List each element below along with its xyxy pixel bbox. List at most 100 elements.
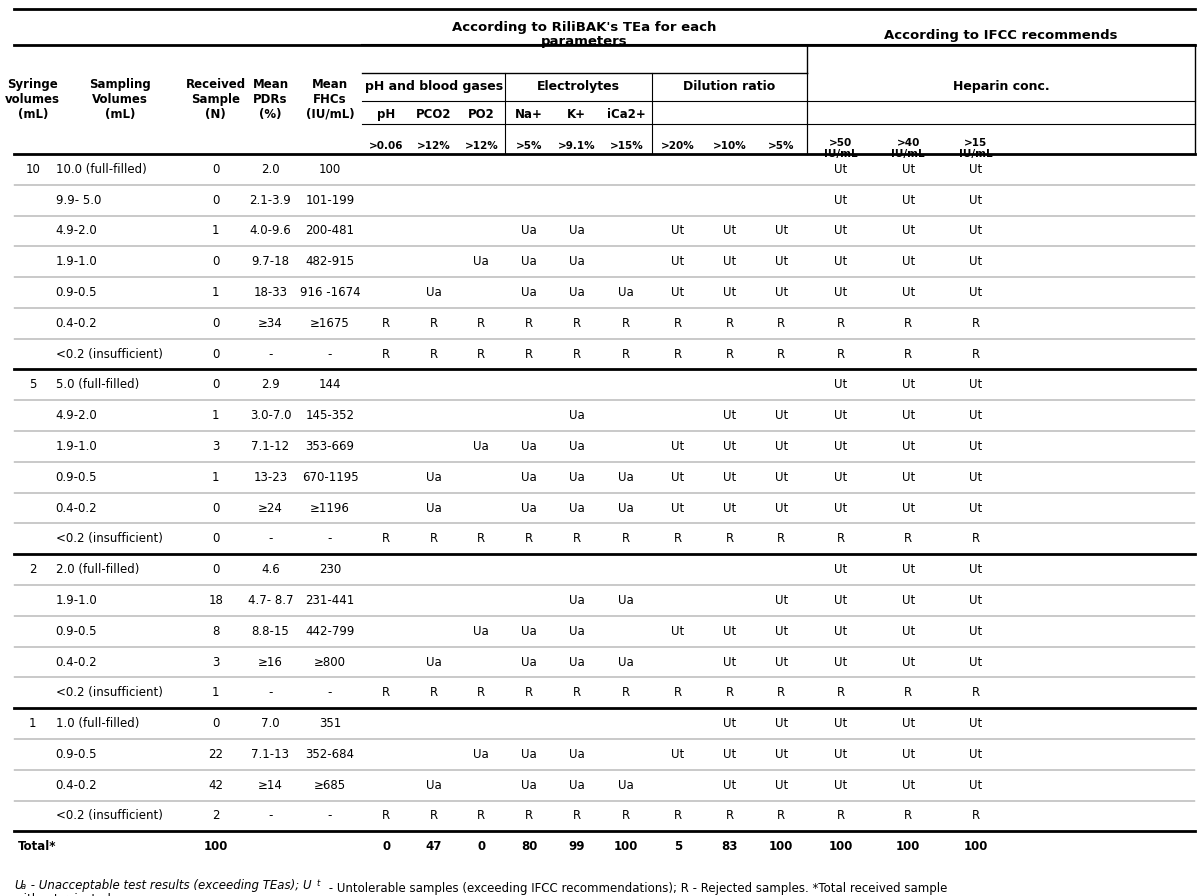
Text: 1: 1 — [212, 286, 220, 299]
Text: 100: 100 — [614, 840, 638, 853]
Text: Ut: Ut — [774, 779, 787, 792]
Text: Ut: Ut — [774, 440, 787, 453]
Text: Ut: Ut — [834, 286, 847, 299]
Text: Ua: Ua — [569, 470, 584, 484]
Text: R: R — [726, 809, 733, 823]
Text: <0.2 (insufficient): <0.2 (insufficient) — [55, 532, 162, 546]
Text: 5: 5 — [673, 840, 682, 853]
Text: >9.1%: >9.1% — [558, 141, 595, 151]
Text: 482-915: 482-915 — [306, 255, 354, 268]
Text: 442-799: 442-799 — [305, 625, 355, 638]
Text: Ua: Ua — [618, 656, 634, 668]
Text: PO2: PO2 — [468, 108, 494, 121]
Text: Ut: Ut — [834, 194, 847, 207]
Text: 3: 3 — [212, 440, 220, 453]
Text: 0.4-0.2: 0.4-0.2 — [55, 502, 97, 514]
Text: R: R — [572, 348, 581, 360]
Text: Ut: Ut — [901, 717, 914, 730]
Text: 4.7- 8.7: 4.7- 8.7 — [247, 594, 293, 607]
Text: 2.0 (full-filled): 2.0 (full-filled) — [55, 564, 139, 576]
Text: Ut: Ut — [671, 440, 684, 453]
Text: Ut: Ut — [834, 440, 847, 453]
Text: Ua: Ua — [521, 224, 536, 237]
Text: 83: 83 — [721, 840, 738, 853]
Text: R: R — [836, 809, 845, 823]
Text: 0: 0 — [478, 840, 486, 853]
Text: 18-33: 18-33 — [253, 286, 288, 299]
Text: Ua: Ua — [569, 748, 584, 761]
Text: R: R — [674, 317, 682, 330]
Text: 0: 0 — [212, 502, 220, 514]
Text: U: U — [14, 879, 23, 892]
Text: 100: 100 — [896, 840, 920, 853]
Text: Ut: Ut — [970, 470, 983, 484]
Text: Ua: Ua — [426, 656, 442, 668]
Text: >15: >15 — [964, 138, 988, 148]
Text: Ut: Ut — [722, 286, 736, 299]
Text: R: R — [382, 809, 390, 823]
Text: a: a — [20, 882, 26, 891]
Text: Ut: Ut — [834, 255, 847, 268]
Text: - Untolerable samples (exceeding IFCC recommendations); R - Rejected samples. *T: - Untolerable samples (exceeding IFCC re… — [324, 882, 947, 895]
Text: Ut: Ut — [671, 255, 684, 268]
Text: 352-684: 352-684 — [306, 748, 354, 761]
Text: Ua: Ua — [569, 440, 584, 453]
Text: Ut: Ut — [834, 378, 847, 392]
Text: >50: >50 — [829, 138, 852, 148]
Text: 0: 0 — [382, 840, 390, 853]
Text: Heparin conc.: Heparin conc. — [953, 81, 1049, 93]
Text: Ut: Ut — [834, 163, 847, 176]
Text: Dilution ratio: Dilution ratio — [683, 81, 775, 93]
Text: R: R — [524, 809, 533, 823]
Text: R: R — [382, 686, 390, 699]
Text: Ut: Ut — [671, 748, 684, 761]
Text: Ut: Ut — [970, 748, 983, 761]
Text: >12%: >12% — [416, 141, 451, 151]
Text: 18: 18 — [209, 594, 223, 607]
Text: Ut: Ut — [970, 255, 983, 268]
Text: 1: 1 — [212, 686, 220, 699]
Text: Ua: Ua — [521, 255, 536, 268]
Text: Ua: Ua — [618, 502, 634, 514]
Text: 4.0-9.6: 4.0-9.6 — [250, 224, 292, 237]
Text: Ut: Ut — [774, 409, 787, 422]
Text: 1.9-1.0: 1.9-1.0 — [55, 440, 97, 453]
Text: 100: 100 — [769, 840, 793, 853]
Text: Ua: Ua — [521, 748, 536, 761]
Text: 145-352: 145-352 — [306, 409, 354, 422]
Text: Ut: Ut — [901, 748, 914, 761]
Text: IU/mL: IU/mL — [892, 149, 925, 159]
Text: Ut: Ut — [722, 470, 736, 484]
Text: 4.9-2.0: 4.9-2.0 — [55, 409, 97, 422]
Text: Sampling
Volumes
(mL): Sampling Volumes (mL) — [89, 78, 151, 121]
Text: 7.1-12: 7.1-12 — [251, 440, 289, 453]
Text: 0: 0 — [212, 255, 220, 268]
Text: R: R — [836, 348, 845, 360]
Text: Ut: Ut — [774, 255, 787, 268]
Text: - Unacceptable test results (exceeding TEas); U: - Unacceptable test results (exceeding T… — [26, 879, 311, 892]
Text: pH: pH — [377, 108, 395, 121]
Text: 9.7-18: 9.7-18 — [252, 255, 289, 268]
Text: -: - — [328, 686, 332, 699]
Text: 2.0: 2.0 — [262, 163, 280, 176]
Text: Ut: Ut — [774, 594, 787, 607]
Text: >5%: >5% — [768, 141, 794, 151]
Text: R: R — [382, 317, 390, 330]
Text: Ua: Ua — [474, 440, 490, 453]
Text: Ut: Ut — [774, 656, 787, 668]
Text: Ut: Ut — [722, 502, 736, 514]
Text: R: R — [904, 532, 912, 546]
Text: 0.9-0.5: 0.9-0.5 — [55, 286, 97, 299]
Text: pH and blood gases: pH and blood gases — [365, 81, 503, 93]
Text: Ua: Ua — [426, 286, 442, 299]
Text: 4.6: 4.6 — [262, 564, 280, 576]
Text: 0: 0 — [212, 564, 220, 576]
Text: 144: 144 — [319, 378, 341, 392]
Text: Ut: Ut — [722, 656, 736, 668]
Text: 1: 1 — [212, 409, 220, 422]
Text: 47: 47 — [426, 840, 442, 853]
Text: 0: 0 — [212, 163, 220, 176]
Text: R: R — [726, 532, 733, 546]
Text: Ut: Ut — [901, 194, 914, 207]
Text: -: - — [328, 809, 332, 823]
